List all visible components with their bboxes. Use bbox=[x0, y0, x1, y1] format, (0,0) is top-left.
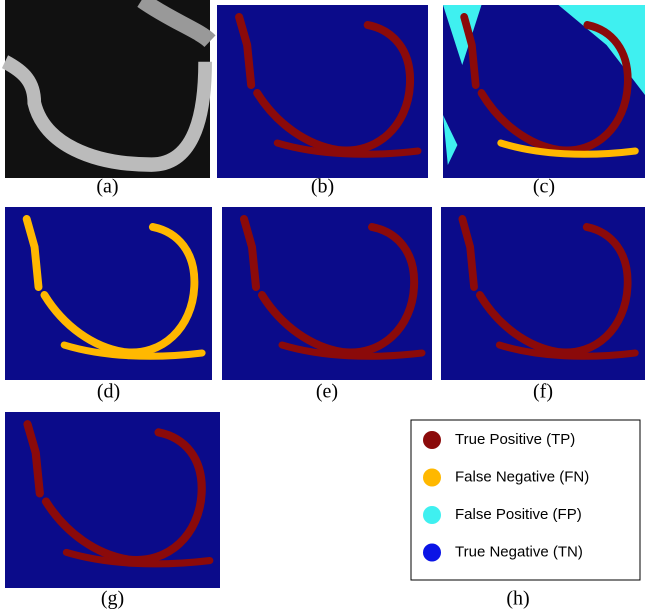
legend-marker bbox=[423, 431, 441, 449]
segmentation bbox=[23, 420, 206, 565]
panel-label: (f) bbox=[533, 381, 553, 403]
panel-label: (c) bbox=[533, 176, 555, 198]
segmentation bbox=[22, 215, 199, 357]
panel-label: (b) bbox=[311, 176, 334, 198]
panel-label: (h) bbox=[506, 588, 529, 610]
legend-marker bbox=[423, 468, 441, 487]
panel bbox=[1, 0, 216, 178]
panel-label: (d) bbox=[97, 381, 120, 403]
legend-label: True Negative (TN) bbox=[455, 543, 583, 560]
panel-label: (a) bbox=[96, 176, 118, 198]
legend-label: False Positive (FP) bbox=[455, 506, 582, 523]
segmentation bbox=[62, 548, 214, 568]
panel-label: (g) bbox=[101, 588, 124, 610]
panel bbox=[441, 207, 645, 380]
anatomy bbox=[137, 0, 216, 48]
panel-label: (e) bbox=[316, 381, 338, 403]
segmentation bbox=[458, 215, 632, 357]
legend-marker bbox=[423, 543, 441, 562]
segmentation bbox=[235, 13, 414, 155]
segmentation bbox=[60, 341, 206, 360]
segmentation bbox=[278, 341, 426, 360]
segmentation bbox=[495, 341, 639, 360]
panel bbox=[443, 5, 645, 178]
legend-label: True Positive (TP) bbox=[455, 431, 575, 448]
segmentation bbox=[497, 139, 639, 158]
legend-box bbox=[410, 419, 641, 581]
panel bbox=[5, 412, 220, 588]
segmentation bbox=[273, 139, 422, 158]
panel bbox=[217, 5, 428, 178]
legend-label: False Negative (FN) bbox=[455, 468, 589, 485]
anatomy bbox=[1, 55, 212, 172]
panel bbox=[5, 207, 212, 380]
segmentation bbox=[460, 13, 632, 155]
segmentation bbox=[240, 215, 419, 357]
legend-marker bbox=[423, 506, 441, 524]
panel bbox=[222, 207, 432, 380]
